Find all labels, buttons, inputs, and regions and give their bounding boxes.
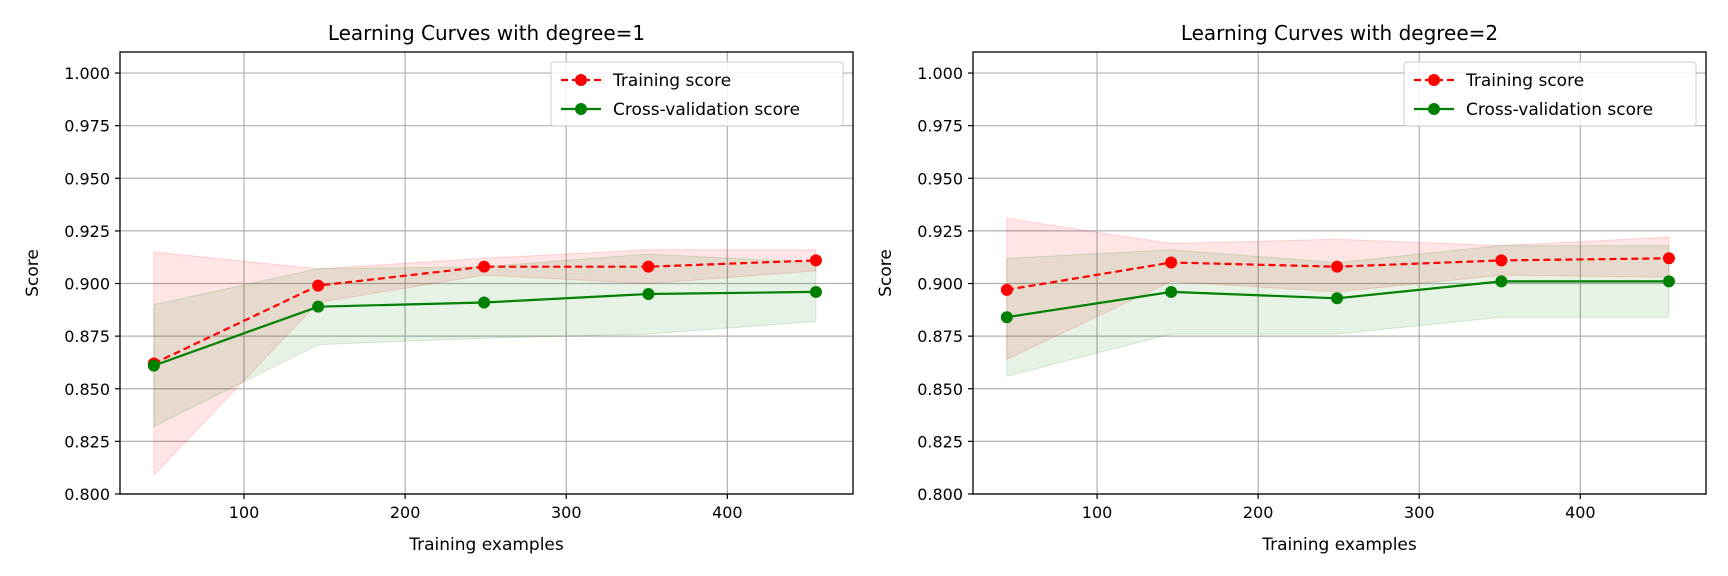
y-tick-label: 0.975: [64, 117, 110, 136]
legend-marker-1: [1428, 74, 1440, 86]
x-tick-label: 400: [712, 503, 743, 522]
series-2-point: [1662, 275, 1675, 288]
legend-label-2: Cross-validation score: [613, 100, 800, 120]
series-1-point: [312, 279, 325, 292]
series-1-point: [1165, 256, 1178, 269]
legend-marker-2: [1428, 103, 1440, 115]
chart-2: Learning Curves with degree=2 100 200 300 40…: [876, 21, 1707, 555]
legend-label-1: Training score: [1465, 71, 1584, 91]
y-tick-label: 0.875: [917, 327, 963, 346]
legend-box: [1403, 61, 1697, 127]
legend: Training score Cross-validation score: [550, 61, 844, 127]
y-tick-label: 0.825: [64, 432, 110, 451]
series-band-1: [153, 249, 817, 477]
series-1-point: [478, 260, 491, 273]
x-tick-label: 200: [1243, 503, 1274, 522]
y-tick-label: 0.925: [917, 222, 963, 241]
y-tick-label: 0.900: [917, 275, 963, 294]
x-tick-label: 300: [551, 503, 582, 522]
series-1-point: [1331, 260, 1344, 273]
y-tick-label: 0.925: [64, 222, 110, 241]
legend-box: [550, 61, 844, 127]
legend: Training score Cross-validation score: [1403, 61, 1697, 127]
series-2-point: [1000, 311, 1013, 324]
y-tick-label: 0.800: [64, 485, 110, 504]
legend-label-1: Training score: [612, 71, 731, 91]
series-2-point: [1495, 275, 1508, 288]
x-axis-label: Training examples: [408, 535, 564, 555]
x-tick-label: 400: [1565, 503, 1596, 522]
legend-marker-2: [575, 103, 587, 115]
y-tick-label: 0.825: [917, 432, 963, 451]
y-tick-label: 0.900: [64, 275, 110, 294]
y-tick-label: 1.000: [64, 64, 110, 83]
series-1-point: [1495, 254, 1508, 267]
legend-label-2: Cross-validation score: [1466, 100, 1653, 120]
y-tick-label: 0.975: [917, 117, 963, 136]
x-tick-label: 100: [229, 503, 260, 522]
x-tick-label: 300: [1404, 503, 1435, 522]
series-2-point: [478, 296, 491, 309]
chart-title: Learning Curves with degree=2: [1181, 21, 1498, 45]
series-2-point: [147, 359, 160, 372]
series-2-point: [809, 285, 822, 298]
series-2-point: [1165, 285, 1178, 298]
series-1-point: [1662, 252, 1675, 265]
y-tick-label: 0.800: [917, 485, 963, 504]
x-tick-label: 200: [390, 503, 421, 522]
axes-frame: [119, 51, 854, 495]
y-tick-label: 0.850: [64, 380, 110, 399]
series-2-point: [312, 300, 325, 313]
series-1-point: [1000, 283, 1013, 296]
y-tick-label: 0.950: [64, 169, 110, 188]
axes-frame: [972, 51, 1707, 495]
series-1-point: [809, 254, 822, 267]
y-axis-label: Score: [876, 249, 896, 297]
x-tick-label: 100: [1082, 503, 1113, 522]
legend-marker-1: [575, 74, 587, 86]
series-1-point: [642, 260, 655, 273]
series-2-point: [642, 288, 655, 301]
chart-title: Learning Curves with degree=1: [328, 21, 645, 45]
y-tick-label: 0.850: [917, 380, 963, 399]
series-line-1: [153, 259, 816, 365]
y-tick-label: 0.875: [64, 327, 110, 346]
grid: [973, 52, 1706, 495]
x-axis-label: Training examples: [1261, 535, 1417, 555]
y-axis-label: Score: [23, 249, 43, 297]
series-2-point: [1331, 292, 1344, 305]
y-tick-label: 1.000: [917, 64, 963, 83]
y-tick-label: 0.950: [917, 169, 963, 188]
chart-1: Learning Curves with degree=1 100 200 300 40…: [23, 21, 854, 555]
